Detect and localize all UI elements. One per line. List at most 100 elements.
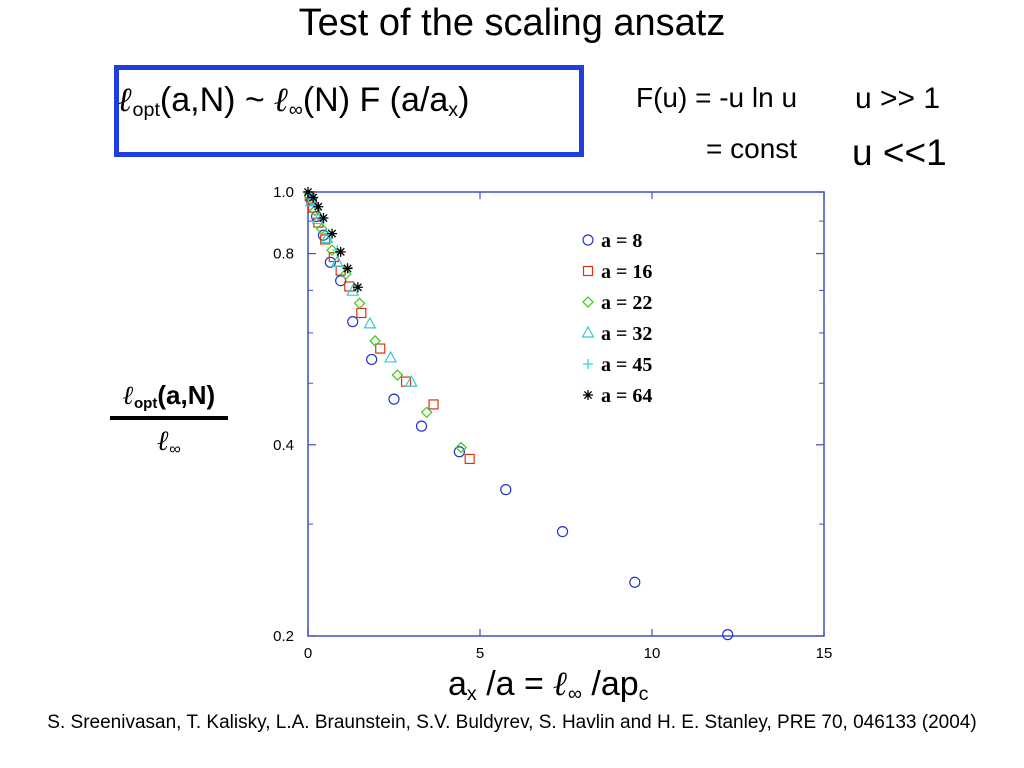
- data-point: [453, 446, 465, 458]
- scaling-function-small-u: = const: [706, 133, 798, 164]
- data-point: [342, 263, 353, 274]
- data-point: [384, 350, 398, 363]
- y-tick-label: 0.2: [273, 628, 294, 645]
- legend-item: a = 16: [582, 261, 652, 283]
- data-point: [347, 316, 359, 328]
- data-point: [304, 194, 318, 207]
- data-point: [363, 316, 377, 329]
- slide-title: Test of the scaling ansatz: [298, 2, 726, 44]
- plot-frame: [307, 191, 825, 637]
- series-6: [303, 187, 363, 293]
- close-paren: ): [458, 81, 470, 119]
- data-point: [327, 228, 338, 239]
- fraction-bar: [110, 415, 228, 420]
- series-1: [305, 194, 734, 641]
- ell-symbol: ℓ: [157, 423, 170, 457]
- y-tick-label: 0.4: [273, 437, 294, 454]
- citation: S. Sreenivasan, T. Kalisky, L.A. Braunst…: [47, 712, 977, 733]
- y-tick-label: 1.0: [273, 184, 294, 201]
- condition-large-u: u >> 1: [855, 82, 941, 115]
- x-label-tail: /ap: [581, 665, 639, 703]
- data-point: [326, 244, 338, 256]
- ansatz-args: (a,N): [159, 81, 236, 119]
- data-point: [335, 246, 346, 257]
- data-point: [356, 307, 367, 319]
- data-point: [629, 576, 641, 588]
- x-tick-label: 10: [644, 645, 661, 662]
- x-axis-label: ax /a = ℓ∞ /apc: [448, 664, 649, 706]
- y-label-numerator: ℓopt(a,N): [108, 380, 230, 412]
- legend-item: a = 45: [583, 354, 652, 376]
- legend-marker: [583, 359, 593, 369]
- c-subscript: c: [638, 682, 649, 705]
- data-point: [352, 282, 363, 293]
- legend-label: a = 45: [601, 354, 652, 376]
- condition-small-u: u <<1: [852, 132, 947, 173]
- data-point: [464, 453, 475, 465]
- data-point: [391, 369, 404, 381]
- data-points: [303, 187, 734, 641]
- a-symbol: a: [448, 665, 467, 703]
- data-point: [455, 441, 467, 454]
- data-point: [315, 222, 328, 235]
- legend-item: a = 22: [582, 292, 652, 314]
- data-point: [369, 335, 381, 347]
- data-point: [428, 399, 439, 410]
- data-point: [353, 297, 366, 310]
- ell-symbol-inf: ℓ: [274, 80, 289, 120]
- legend-label: a = 32: [601, 323, 652, 345]
- data-point: [404, 374, 418, 387]
- x-subscript: x: [466, 682, 477, 705]
- f-part: F (a/a: [350, 81, 449, 119]
- data-point: [330, 255, 344, 267]
- x-label-mid: /a =: [476, 665, 554, 703]
- ell-symbol: ℓ: [553, 664, 568, 704]
- legend-marker: [582, 234, 594, 246]
- x-tick-label: 0: [304, 645, 312, 662]
- y-label-denominator: ℓ∞: [108, 424, 230, 459]
- data-point: [556, 525, 569, 538]
- legend-marker: [583, 390, 593, 400]
- x-tick-label: 5: [476, 645, 484, 662]
- data-point: [420, 406, 433, 419]
- y-label-args: (a,N): [157, 380, 216, 410]
- legend: a = 8 a = 16 a = 22 a = 32 a = 45 a = 64: [581, 230, 652, 407]
- data-point: [415, 420, 428, 432]
- legend-label: a = 16: [601, 261, 652, 283]
- data-point: [324, 256, 336, 268]
- data-point: [339, 268, 352, 280]
- data-point: [320, 231, 334, 244]
- y-axis-label: ℓopt(a,N) ℓ∞: [108, 380, 230, 459]
- ansatz-highlight-box: [114, 65, 584, 157]
- scaling-ansatz-equation: ℓopt(a,N) ~ ℓ∞(N) F (a/ax): [118, 80, 469, 122]
- data-point: [500, 484, 512, 496]
- ell-symbol: ℓ: [122, 381, 134, 411]
- data-point: [375, 343, 386, 354]
- data-point: [722, 629, 734, 641]
- data-point: [318, 213, 329, 224]
- data-point: [308, 192, 319, 203]
- x-subscript: x: [448, 98, 459, 121]
- data-point: [388, 393, 400, 405]
- legend-marker: [582, 296, 594, 308]
- scaling-function-large-u: F(u) = -u ln u: [636, 82, 798, 113]
- legend-item: a = 8: [582, 230, 642, 252]
- data-point: [313, 201, 324, 212]
- inf-subscript: ∞: [567, 682, 582, 705]
- opt-subscript: opt: [133, 394, 158, 412]
- inf-subscript: ∞: [288, 98, 303, 121]
- tilde-symbol: ~: [235, 81, 275, 119]
- legend-marker: [581, 325, 595, 338]
- legend-item: a = 64: [583, 385, 652, 407]
- series-5: [304, 189, 353, 273]
- ell-symbol: ℓ: [118, 80, 133, 120]
- data-point: [303, 187, 313, 197]
- data-point: [366, 353, 378, 366]
- n-arg: (N): [302, 81, 351, 119]
- inf-subscript: ∞: [169, 439, 181, 458]
- axis-ticks: 0 5 10 15 0.2 0.4 0.8 1.0: [273, 184, 832, 662]
- legend-label: a = 22: [601, 292, 652, 314]
- y-tick-label: 0.8: [273, 246, 294, 263]
- legend-marker: [582, 265, 594, 277]
